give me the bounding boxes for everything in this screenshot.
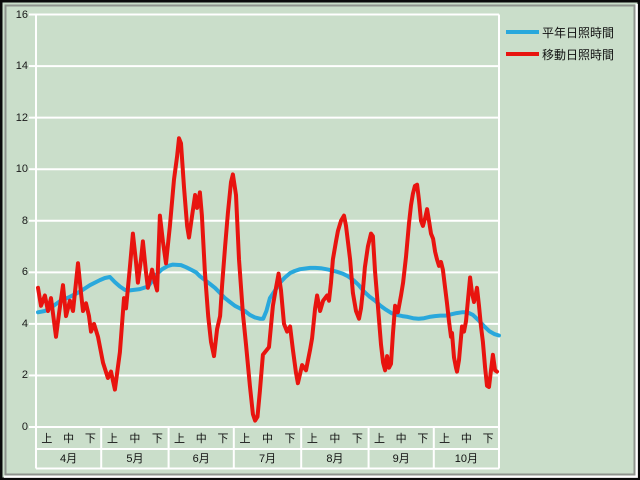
y-tick-label-16: 16 <box>15 8 28 21</box>
month-label-5月: 5月 <box>126 453 144 465</box>
period-label-7月-中: 中 <box>262 433 273 445</box>
period-label-4月-下: 下 <box>84 433 96 445</box>
period-label-6月-上: 上 <box>173 433 185 445</box>
month-label-9月: 9月 <box>392 453 410 465</box>
period-label-8月-中: 中 <box>329 433 341 445</box>
legend-item-moving-sunshine: 移動日照時間 <box>506 43 614 65</box>
period-label-7月-上: 上 <box>239 433 251 445</box>
legend-label-moving-sunshine: 移動日照時間 <box>542 47 615 62</box>
period-label-4月-中: 中 <box>63 433 75 445</box>
y-tick-label-4: 4 <box>21 317 28 330</box>
period-label-5月-上: 上 <box>106 433 118 445</box>
period-label-10月-上: 上 <box>439 433 451 445</box>
period-label-4月-上: 上 <box>41 433 53 445</box>
period-label-7月-下: 下 <box>284 433 296 445</box>
y-tick-label-6: 6 <box>21 266 28 279</box>
plot-area <box>29 13 501 470</box>
period-label-6月-下: 下 <box>217 433 229 445</box>
month-label-6月: 6月 <box>192 453 210 465</box>
period-label-6月-中: 中 <box>195 433 207 445</box>
period-label-10月-下: 下 <box>482 433 494 445</box>
legend-line-swatch-red <box>506 52 539 56</box>
period-label-8月-上: 上 <box>306 433 318 445</box>
y-tick-label-10: 10 <box>15 163 28 176</box>
y-tick-label-2: 2 <box>21 369 28 382</box>
y-tick-label-0: 0 <box>21 421 28 433</box>
legend-item-normal-sunshine: 平年日照時間 <box>506 21 614 43</box>
legend-line-swatch-blue <box>506 30 539 34</box>
month-label-4月: 4月 <box>60 453 78 465</box>
y-tick-label-8: 8 <box>21 214 28 227</box>
period-label-5月-下: 下 <box>151 433 163 445</box>
month-label-7月: 7月 <box>258 453 277 465</box>
period-label-9月-上: 上 <box>373 433 385 445</box>
month-label-10月: 10月 <box>454 453 479 465</box>
legend-label-normal-sunshine: 平年日照時間 <box>542 25 615 40</box>
period-label-5月-中: 中 <box>129 433 141 445</box>
y-tick-label-14: 14 <box>15 60 28 73</box>
period-label-8月-下: 下 <box>351 433 363 445</box>
period-label-9月-下: 下 <box>417 433 429 445</box>
chart-legend: 平年日照時間 移動日照時間 <box>506 21 614 65</box>
period-label-9月-中: 中 <box>395 433 407 445</box>
period-label-10月-中: 中 <box>460 433 472 445</box>
y-tick-label-12: 12 <box>15 111 28 124</box>
moving-sunshine-line <box>36 136 499 423</box>
month-label-8月: 8月 <box>326 453 344 465</box>
